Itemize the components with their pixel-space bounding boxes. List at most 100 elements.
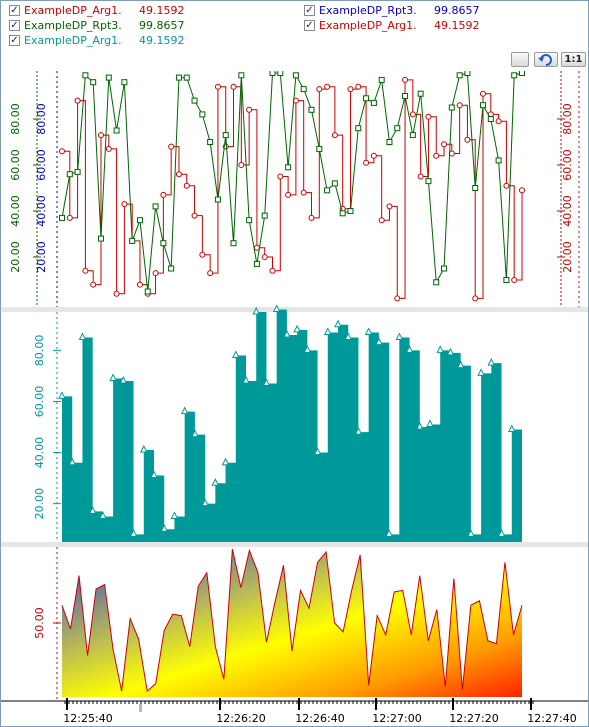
data-point-arg1 — [456, 102, 463, 109]
trend-plot-area[interactable]: 20.00 20.00 40.00 40.00 60.00 60.00 80.00 80.00… — [1, 71, 588, 726]
data-point-rpt3 — [417, 90, 424, 97]
data-point-arg1 — [497, 529, 506, 537]
data-point-rpt3 — [136, 217, 143, 224]
data-point-rpt3 — [433, 279, 440, 286]
trend-toolbar: 1:1 — [1, 51, 588, 69]
data-point-rpt3 — [386, 139, 393, 145]
legend-checkbox[interactable]: ✓ — [9, 4, 20, 16]
time-axis-tick-label: 12:25:40 — [63, 712, 112, 725]
blue-axis-tick-label: 40.00 — [35, 195, 48, 227]
data-point-rpt3 — [511, 72, 518, 79]
pane-1: 20.00 20.00 40.00 40.00 60.00 60.00 80.00 80.00… — [9, 71, 580, 307]
data-point-rpt3 — [175, 74, 182, 81]
data-point-arg1 — [170, 511, 179, 519]
legend-item[interactable]: ✓ ExampleDP_Rpt3. 99.8657 — [9, 18, 185, 33]
data-point-arg1 — [168, 143, 175, 150]
data-point-rpt3 — [199, 111, 206, 118]
data-point-arg1 — [370, 152, 377, 159]
data-point-arg1 — [495, 118, 502, 125]
data-point-arg1 — [300, 189, 307, 196]
data-point-rpt3 — [480, 102, 487, 109]
data-point-rpt3 — [363, 95, 370, 102]
data-point-arg1 — [74, 97, 81, 104]
time-axis-tick-label: 12:26:20 — [216, 712, 265, 725]
data-point-arg1 — [487, 357, 496, 366]
series-area-arg1 — [62, 549, 522, 697]
data-point-rpt3 — [300, 86, 307, 93]
data-point-arg1 — [183, 182, 190, 189]
series-line-rpt3 — [61, 72, 523, 292]
data-point-rpt3 — [324, 187, 331, 194]
data-point-arg1 — [417, 173, 424, 180]
left-axis-tick-label: 60.00 — [33, 386, 46, 418]
pane-separator[interactable] — [1, 542, 588, 547]
data-point-rpt3 — [191, 97, 198, 104]
data-point-arg1 — [385, 529, 393, 537]
data-point-arg1 — [201, 498, 209, 507]
legend-series-name: ExampleDP_Rpt3. — [319, 4, 417, 17]
data-point-arg1 — [129, 529, 138, 537]
data-point-arg1 — [246, 106, 253, 113]
data-point-arg1 — [507, 424, 516, 433]
data-point-rpt3 — [152, 203, 159, 210]
data-point-arg1 — [477, 368, 485, 376]
data-point-rpt3 — [285, 164, 292, 171]
data-point-arg1 — [109, 373, 117, 381]
legend-series-name: ExampleDP_Arg1. — [24, 34, 122, 47]
data-point-arg1 — [252, 306, 261, 315]
data-point-arg1 — [253, 244, 260, 251]
data-point-arg1 — [405, 345, 414, 353]
legend-checkbox[interactable]: ✓ — [304, 4, 315, 16]
data-point-arg1 — [214, 83, 221, 90]
data-point-arg1 — [238, 162, 245, 168]
data-point-arg1 — [199, 251, 206, 258]
data-point-arg1 — [395, 332, 404, 341]
data-point-arg1 — [99, 511, 107, 519]
data-point-rpt3 — [261, 212, 268, 219]
data-point-arg1 — [139, 444, 148, 453]
data-point-rpt3 — [168, 265, 175, 272]
data-point-rpt3 — [253, 260, 260, 267]
blue-axis-tick-label: 60.00 — [35, 149, 48, 181]
pane-separator[interactable] — [1, 307, 588, 312]
legend-checkbox[interactable]: ✓ — [9, 19, 20, 31]
left-axis-tick-label: 40.00 — [33, 437, 46, 469]
left-axis-tick-label: 80.00 — [33, 335, 46, 367]
data-point-arg1 — [324, 83, 331, 90]
data-point-arg1 — [283, 329, 291, 338]
data-point-arg1 — [59, 148, 65, 155]
data-point-arg1 — [331, 132, 338, 139]
undo-zoom-button[interactable] — [534, 52, 558, 67]
left-axis-tick-label: 50.00 — [33, 607, 46, 639]
data-point-rpt3 — [97, 235, 104, 242]
blue-axis-tick-label: 80.00 — [35, 103, 48, 135]
data-point-arg1 — [113, 290, 120, 297]
time-axis-tick-label: 12:27:00 — [372, 712, 421, 725]
data-point-arg1 — [347, 86, 354, 93]
data-point-rpt3 — [495, 157, 502, 164]
data-point-rpt3 — [90, 79, 97, 86]
legend-series-value: 49.1592 — [139, 34, 185, 47]
data-point-rpt3 — [456, 72, 463, 79]
legend-checkbox[interactable]: ✓ — [304, 19, 315, 31]
one-to-one-button[interactable]: 1:1 — [561, 52, 586, 67]
left-axis-tick-label: 80.00 — [9, 103, 22, 135]
legend-item[interactable]: ✓ ExampleDP_Rpt3. 99.8657 — [304, 3, 480, 18]
data-point-arg1 — [272, 304, 281, 312]
legend-item[interactable]: ✓ ExampleDP_Arg1. 49.1592 — [9, 33, 185, 48]
data-point-arg1 — [175, 171, 182, 178]
data-point-rpt3 — [82, 72, 89, 79]
legend-checkbox[interactable]: ✓ — [9, 34, 20, 46]
data-point-arg1 — [97, 132, 104, 139]
legend-series-value: 99.8657 — [434, 4, 480, 17]
data-point-arg1 — [480, 90, 487, 97]
scroll-button[interactable] — [511, 52, 529, 67]
data-point-arg1 — [119, 375, 128, 384]
data-point-arg1 — [354, 426, 363, 435]
series-area-arg1 — [62, 309, 522, 542]
data-point-arg1 — [180, 406, 189, 415]
legend-item[interactable]: ✓ ExampleDP_Arg1. 49.1592 — [304, 18, 480, 33]
data-point-rpt3 — [402, 93, 409, 99]
legend-item[interactable]: ✓ ExampleDP_Arg1. 49.1592 — [9, 3, 185, 18]
